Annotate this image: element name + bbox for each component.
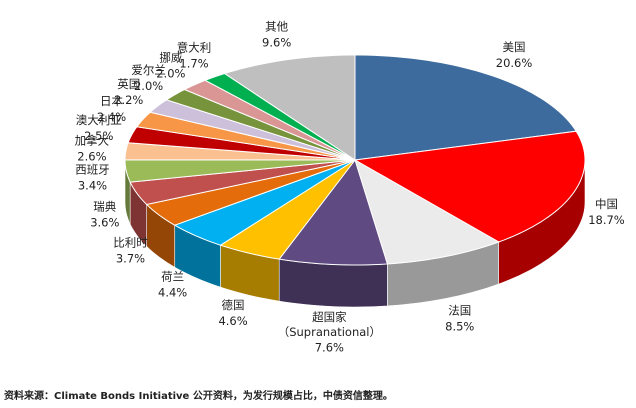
slice-label: 德国: [222, 298, 245, 312]
slice: [223, 54, 356, 161]
slice-label: 英国: [117, 77, 140, 91]
slice-label: 加拿大: [75, 134, 110, 148]
slice-label: 超国家（Supranational）: [278, 310, 381, 339]
label-line: 超国家: [312, 310, 347, 324]
slice: [219, 159, 356, 260]
slice-value-label: 2.2%: [114, 93, 143, 107]
slice: [135, 111, 356, 161]
slice-label: 荷兰: [161, 270, 184, 284]
slice-value-label: 2.4%: [97, 110, 126, 124]
slice-label: 澳大利亚: [76, 113, 122, 127]
slice-value-label: 3.4%: [78, 179, 107, 193]
slice: [149, 99, 356, 161]
slice: [278, 158, 389, 266]
slice-label: 美国: [503, 40, 526, 54]
slice-value-label: 2.6%: [77, 150, 106, 164]
slice: [129, 159, 356, 206]
slice-value-label: 7.6%: [315, 341, 344, 355]
slice-value-label: 2.0%: [156, 67, 185, 81]
slice-value-label: 20.6%: [496, 56, 533, 70]
slice: [183, 79, 356, 161]
slice-label: 日本: [100, 94, 123, 108]
slice-label: 爱尔兰: [131, 63, 166, 77]
slice-value-label: 2.5%: [84, 129, 113, 143]
slice-label: 法国: [448, 303, 471, 317]
slice-value-label: 3.7%: [116, 252, 145, 266]
slice-label: 其他: [265, 19, 288, 33]
slice: [145, 159, 356, 226]
slice-side: [278, 258, 388, 308]
slice-label: 意大利: [177, 41, 212, 55]
slice-value-label: 4.6%: [218, 314, 247, 328]
slice: [173, 159, 356, 246]
slice-value-label: 4.4%: [158, 286, 187, 300]
slice-label: 瑞典: [93, 200, 116, 214]
source-note: 资料来源：Climate Bonds Initiative 公开资料，为发行规模…: [4, 389, 393, 402]
label-line: （Supranational）: [278, 325, 381, 339]
slice-value-label: 3.6%: [90, 216, 119, 230]
slice: [165, 88, 356, 161]
slice-value-label: 9.6%: [262, 35, 291, 49]
slice-label: 中国: [595, 197, 618, 211]
slice: [353, 130, 586, 243]
slice-value-label: 8.5%: [445, 319, 474, 333]
slice: [354, 54, 578, 161]
slice-value-label: 2.0%: [134, 79, 163, 93]
slice: [124, 159, 356, 183]
slice-label: 挪威: [159, 51, 182, 65]
slice-label: 比利时: [113, 236, 148, 250]
slice-value-label: 18.7%: [588, 213, 625, 227]
slice-value-label: 1.7%: [179, 57, 208, 71]
slice-label: 西班牙: [75, 163, 110, 177]
slice: [354, 158, 500, 265]
